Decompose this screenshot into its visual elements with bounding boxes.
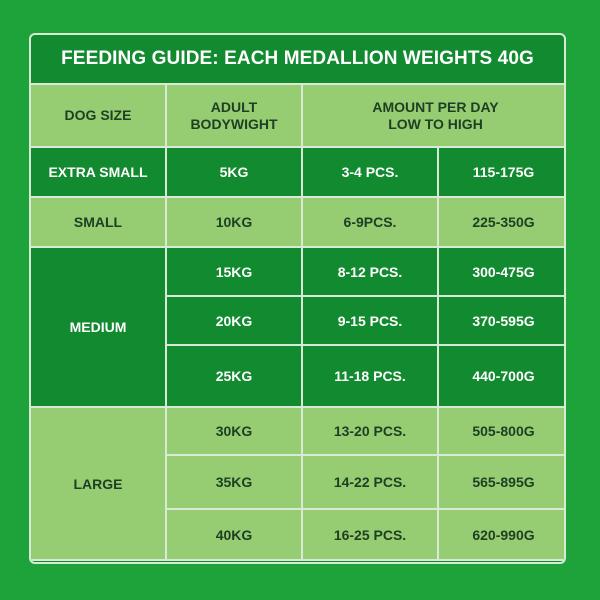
dog-size-cell: EXTRA SMALL xyxy=(31,146,167,198)
dog-size-cell: SMALL xyxy=(31,196,167,248)
grams-cell: 370-595G xyxy=(437,295,564,346)
weight-cell: 30KG xyxy=(165,406,303,456)
pieces-cell: 11-18 PCS. xyxy=(301,344,439,408)
weight-cell: 5KG xyxy=(165,146,303,198)
header-adult-line1: ADULT xyxy=(210,98,258,115)
pieces-cell: 8-12 PCS. xyxy=(301,246,439,297)
weight-cell: 25KG xyxy=(166,344,303,408)
table-row: MEDIUM 15KG 8-12 PCS. 300-475G xyxy=(31,246,564,408)
weight-cell: 10KG xyxy=(165,196,303,248)
header-amount-line1: AMOUNT PER DAY xyxy=(372,98,499,115)
feeding-guide-table: DOG SIZE ADULT BODYWIGHT AMOUNT PER DAY … xyxy=(31,85,564,561)
feeding-guide-card: FEEDING GUIDE: EACH MEDALLION WEIGHTS 40… xyxy=(29,33,566,564)
header-amount-per-day: AMOUNT PER DAY LOW TO HIGH xyxy=(301,85,564,148)
pieces-cell: 16-25 PCS. xyxy=(301,508,439,561)
header-row: DOG SIZE ADULT BODYWIGHT AMOUNT PER DAY … xyxy=(31,85,564,148)
feeding-guide-title: FEEDING GUIDE: EACH MEDALLION WEIGHTS 40… xyxy=(31,35,564,85)
pieces-cell: 13-20 PCS. xyxy=(301,406,439,456)
grams-cell: 225-350G xyxy=(437,196,564,248)
grams-cell: 565-895G xyxy=(437,454,564,510)
dog-size-cell: LARGE xyxy=(31,406,167,561)
table-row: 25KG 11-18 PCS. 440-700G xyxy=(31,344,564,408)
pieces-cell: 3-4 PCS. xyxy=(301,146,439,198)
table-row: LARGE 30KG 13-20 PCS. 505-800G xyxy=(31,406,564,561)
dog-size-cell: MEDIUM xyxy=(31,246,167,408)
header-adult-bodyweight: ADULT BODYWIGHT xyxy=(165,85,303,148)
grams-cell: 440-700G xyxy=(437,344,564,408)
header-amount-line2: LOW TO HIGH xyxy=(388,115,483,132)
weight-cell: 15KG xyxy=(165,246,303,297)
grams-cell: 505-800G xyxy=(437,406,564,456)
pieces-cell: 9-15 PCS. xyxy=(301,295,439,346)
table-row: 20KG 9-15 PCS. 370-595G xyxy=(31,295,564,346)
weight-cell: 35KG xyxy=(166,454,303,510)
header-dog-size-label: DOG SIZE xyxy=(64,107,132,123)
pieces-cell: 6-9PCS. xyxy=(301,196,439,248)
weight-cell: 40KG xyxy=(166,508,303,561)
header-adult-line2: BODYWIGHT xyxy=(190,115,278,132)
pieces-cell: 14-22 PCS. xyxy=(301,454,439,510)
table-row: SMALL 10KG 6-9PCS. 225-350G xyxy=(31,196,564,248)
weight-cell: 20KG xyxy=(166,295,303,346)
grams-cell: 620-990G xyxy=(437,508,564,561)
table-row: EXTRA SMALL 5KG 3-4 PCS. 115-175G xyxy=(31,146,564,198)
grams-cell: 115-175G xyxy=(437,146,564,198)
grams-cell: 300-475G xyxy=(437,246,564,297)
header-dog-size: DOG SIZE xyxy=(31,85,167,148)
